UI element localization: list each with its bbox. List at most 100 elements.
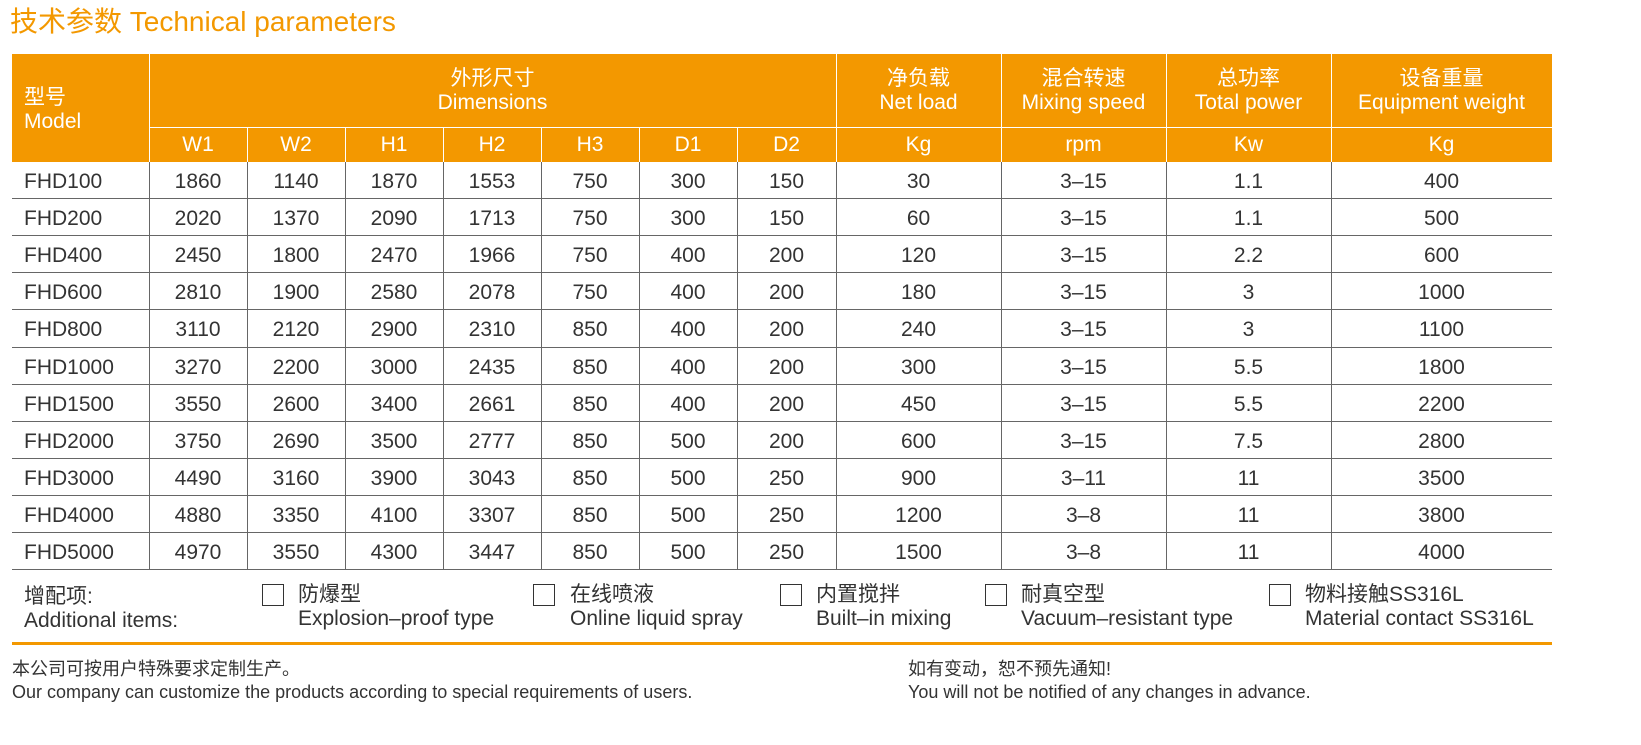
table-cell: 250 bbox=[768, 541, 805, 565]
table-cell: 1000 bbox=[1418, 281, 1465, 305]
table-cell: 750 bbox=[572, 207, 608, 231]
table-cell: 2200 bbox=[272, 355, 320, 379]
table-cell: 2690 bbox=[272, 429, 320, 453]
footer-text: 如有变动，恕不预先通知! bbox=[908, 659, 1111, 679]
table-cell: 4000 bbox=[1418, 541, 1465, 565]
table-cell: 11 bbox=[1237, 503, 1260, 527]
table-cell: 2810 bbox=[174, 281, 222, 305]
row-line bbox=[12, 198, 1552, 200]
table-cell: 200 bbox=[768, 281, 805, 305]
row-line bbox=[12, 272, 1552, 274]
table-cell: 850 bbox=[572, 541, 608, 565]
table-cell: FHD100 bbox=[24, 170, 103, 194]
table-cell: 2777 bbox=[468, 429, 516, 453]
table-cell: 750 bbox=[572, 244, 608, 268]
table-cell: 1870 bbox=[370, 170, 418, 194]
table-cell: 250 bbox=[768, 503, 805, 527]
table-cell: FHD800 bbox=[24, 318, 103, 342]
column-line bbox=[541, 162, 542, 571]
table-cell: 5.5 bbox=[1233, 355, 1264, 379]
table-cell: 300 bbox=[670, 170, 706, 194]
footer-text: Our company can customize the products a… bbox=[12, 682, 693, 702]
table-cell: FHD1500 bbox=[24, 392, 114, 416]
table-cell: 4300 bbox=[370, 541, 418, 565]
subheader-text: W1 bbox=[182, 132, 214, 156]
table-cell: 2435 bbox=[468, 355, 516, 379]
option-text: Vacuum–resistant type bbox=[1021, 606, 1234, 630]
option-text: Explosion–proof type bbox=[298, 606, 495, 630]
table-cell: 1140 bbox=[273, 170, 319, 194]
header-text: 总功率 bbox=[1217, 66, 1280, 90]
checkbox bbox=[533, 584, 555, 606]
row-line bbox=[12, 569, 1552, 571]
checkbox bbox=[985, 584, 1007, 606]
table-cell: 750 bbox=[572, 281, 608, 305]
header-divider bbox=[639, 127, 640, 162]
header-text: Mixing speed bbox=[1021, 90, 1146, 114]
subheader-text: H2 bbox=[478, 132, 506, 156]
table-cell: 2200 bbox=[1418, 392, 1465, 416]
table-cell: 2120 bbox=[272, 318, 320, 342]
option-text: 耐真空型 bbox=[1021, 582, 1105, 606]
header-divider bbox=[1166, 54, 1167, 162]
table-cell: 1370 bbox=[272, 207, 320, 231]
table-cell: 400 bbox=[670, 355, 706, 379]
table-cell: 850 bbox=[572, 318, 608, 342]
additional-label: 增配项: bbox=[24, 584, 93, 608]
header-background bbox=[12, 54, 1552, 162]
table-cell: 3–15 bbox=[1060, 244, 1107, 268]
table-cell: FHD2000 bbox=[24, 429, 114, 453]
column-line bbox=[1001, 162, 1002, 571]
table-cell: 1800 bbox=[272, 244, 320, 268]
column-line bbox=[737, 162, 738, 571]
column-line bbox=[1166, 162, 1167, 571]
table-cell: 1900 bbox=[272, 281, 320, 305]
subheader-text: H1 bbox=[380, 132, 408, 156]
table-cell: 4490 bbox=[174, 466, 222, 490]
table-cell: 7.5 bbox=[1233, 429, 1264, 453]
table-cell: 1.1 bbox=[1233, 207, 1264, 231]
table-cell: 2078 bbox=[468, 281, 516, 305]
table-cell: 4100 bbox=[370, 503, 418, 527]
table-cell: 2020 bbox=[174, 207, 222, 231]
table-cell: 11 bbox=[1237, 541, 1260, 565]
footer-text: You will not be notified of any changes … bbox=[908, 682, 1311, 702]
table-cell: 200 bbox=[768, 318, 805, 342]
checkbox bbox=[780, 584, 802, 606]
option-text: Material contact SS316L bbox=[1305, 606, 1534, 630]
row-line bbox=[12, 235, 1552, 237]
table-cell: FHD1000 bbox=[24, 355, 114, 379]
header-text: 设备重量 bbox=[1399, 66, 1484, 90]
table-cell: 850 bbox=[572, 429, 608, 453]
option-text: 在线喷液 bbox=[570, 582, 654, 606]
table-cell: FHD200 bbox=[24, 207, 103, 231]
separator bbox=[12, 642, 1552, 645]
column-line bbox=[639, 162, 640, 571]
table-cell: FHD400 bbox=[24, 244, 103, 268]
option-text: Online liquid spray bbox=[570, 606, 743, 630]
table-cell: 500 bbox=[670, 503, 706, 527]
table-cell: 900 bbox=[900, 466, 937, 490]
table-cell: 3 bbox=[1242, 281, 1255, 305]
row-line bbox=[12, 346, 1552, 348]
checkbox bbox=[1269, 584, 1291, 606]
checkbox bbox=[262, 584, 284, 606]
table-cell: 600 bbox=[900, 429, 937, 453]
table-cell: 500 bbox=[670, 429, 706, 453]
table-cell: 3447 bbox=[468, 541, 516, 565]
table-cell: 2800 bbox=[1418, 429, 1465, 453]
table-cell: 1860 bbox=[174, 170, 222, 194]
table-cell: 400 bbox=[670, 244, 706, 268]
subheader-text: H3 bbox=[576, 132, 604, 156]
table-cell: 4880 bbox=[174, 503, 222, 527]
table-cell: 3–15 bbox=[1060, 207, 1107, 231]
table-cell: 3000 bbox=[370, 355, 418, 379]
table-cell: 2661 bbox=[468, 392, 516, 416]
table-cell: 2.2 bbox=[1233, 244, 1264, 268]
table-cell: 3–15 bbox=[1060, 318, 1107, 342]
column-line bbox=[149, 162, 150, 571]
header-divider bbox=[345, 127, 346, 162]
table-cell: FHD5000 bbox=[24, 541, 114, 565]
table-cell: 1200 bbox=[895, 503, 942, 527]
